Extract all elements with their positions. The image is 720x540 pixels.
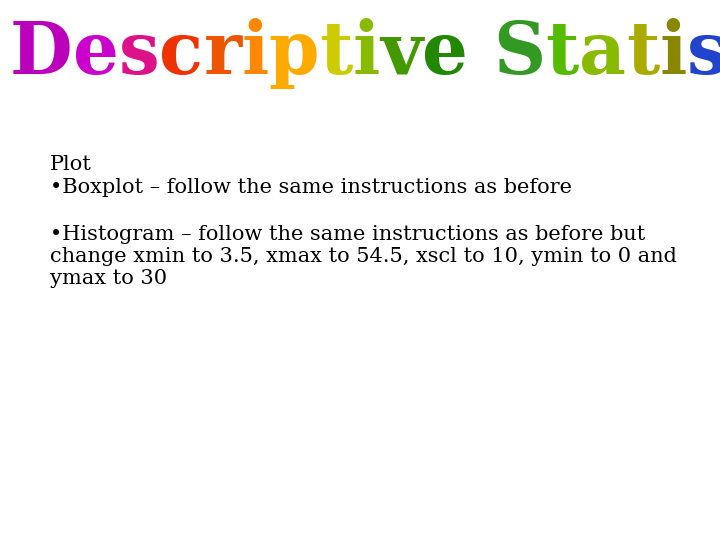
Text: D: D xyxy=(10,18,73,89)
Text: i: i xyxy=(241,18,269,89)
Text: i: i xyxy=(660,18,687,89)
Text: t: t xyxy=(546,18,579,89)
Text: •Boxplot – follow the same instructions as before: •Boxplot – follow the same instructions … xyxy=(50,178,572,197)
Text: s: s xyxy=(687,18,720,89)
Text: e: e xyxy=(73,18,119,89)
Text: t: t xyxy=(626,18,660,89)
Text: Plot: Plot xyxy=(50,155,92,174)
Text: e: e xyxy=(422,18,468,89)
Text: r: r xyxy=(203,18,241,89)
Text: ymax to 30: ymax to 30 xyxy=(50,269,167,288)
Text: •Histogram – follow the same instructions as before but: •Histogram – follow the same instruction… xyxy=(50,225,645,244)
Text: a: a xyxy=(579,18,626,89)
Text: i: i xyxy=(353,18,380,89)
Text: v: v xyxy=(380,18,422,89)
Text: p: p xyxy=(269,18,320,89)
Text: s: s xyxy=(119,18,159,89)
Text: change xmin to 3.5, xmax to 54.5, xscl to 10, ymin to 0 and: change xmin to 3.5, xmax to 54.5, xscl t… xyxy=(50,247,677,266)
Text: c: c xyxy=(159,18,203,89)
Text: t: t xyxy=(320,18,353,89)
Text: S: S xyxy=(493,18,546,89)
